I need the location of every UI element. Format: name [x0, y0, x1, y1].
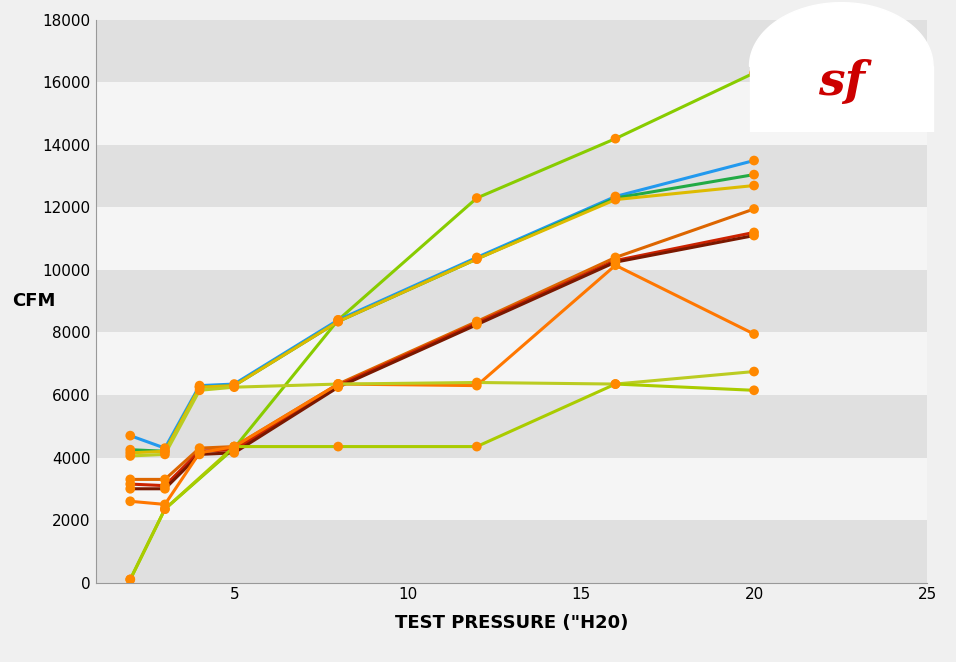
Point: [122, 430, 138, 441]
Bar: [96, 20, 927, 82]
Point: [608, 191, 623, 202]
Point: [331, 314, 346, 325]
Point: [227, 382, 242, 393]
Point: [608, 252, 623, 263]
Point: [227, 443, 242, 453]
Point: [469, 254, 485, 264]
Point: [122, 574, 138, 585]
Bar: [96, 145, 927, 207]
Point: [227, 444, 242, 455]
Point: [157, 481, 172, 491]
Point: [227, 442, 242, 452]
Point: [157, 499, 172, 510]
Point: [331, 442, 346, 452]
Point: [747, 169, 762, 180]
Point: [747, 180, 762, 191]
Point: [192, 382, 207, 393]
Point: [157, 446, 172, 457]
Point: [747, 366, 762, 377]
Point: [157, 483, 172, 494]
Point: [227, 379, 242, 389]
Point: [157, 446, 172, 457]
Point: [331, 316, 346, 327]
Point: [192, 446, 207, 457]
Point: [469, 252, 485, 263]
Bar: [96, 520, 927, 583]
Point: [192, 448, 207, 458]
Point: [331, 379, 346, 389]
Point: [192, 449, 207, 459]
Point: [122, 574, 138, 585]
Point: [157, 504, 172, 514]
Point: [608, 379, 623, 389]
Point: [608, 257, 623, 267]
Polygon shape: [750, 3, 933, 66]
Point: [122, 496, 138, 506]
Point: [331, 379, 346, 389]
Point: [331, 382, 346, 393]
Point: [122, 474, 138, 485]
Point: [192, 380, 207, 391]
Point: [747, 385, 762, 396]
Point: [192, 443, 207, 453]
Point: [227, 442, 242, 452]
Point: [227, 442, 242, 452]
Point: [331, 379, 346, 389]
Bar: [96, 82, 927, 145]
Point: [469, 442, 485, 452]
Point: [608, 260, 623, 271]
Point: [122, 483, 138, 494]
Point: [227, 380, 242, 391]
Point: [747, 227, 762, 238]
X-axis label: TEST PRESSURE ("H20): TEST PRESSURE ("H20): [395, 614, 628, 632]
Point: [608, 256, 623, 266]
Point: [469, 380, 485, 391]
Point: [157, 504, 172, 514]
Point: [747, 68, 762, 78]
Point: [608, 193, 623, 203]
Point: [608, 379, 623, 389]
Point: [331, 316, 346, 327]
Point: [122, 444, 138, 455]
Point: [469, 377, 485, 388]
Point: [227, 448, 242, 458]
Point: [227, 380, 242, 391]
Point: [122, 448, 138, 458]
Point: [192, 382, 207, 393]
Point: [469, 254, 485, 264]
Point: [469, 193, 485, 203]
Point: [747, 204, 762, 214]
Y-axis label: CFM: CFM: [12, 292, 55, 310]
Point: [122, 451, 138, 461]
Point: [469, 318, 485, 328]
Polygon shape: [750, 66, 933, 132]
Bar: [96, 207, 927, 270]
Point: [331, 380, 346, 391]
Point: [157, 443, 172, 453]
Bar: [96, 270, 927, 332]
Point: [747, 329, 762, 340]
Point: [157, 449, 172, 459]
Bar: [96, 332, 927, 395]
Bar: [96, 457, 927, 520]
Text: sf: sf: [817, 59, 865, 105]
Point: [608, 133, 623, 144]
Point: [157, 474, 172, 485]
Point: [469, 319, 485, 330]
Bar: [96, 395, 927, 457]
Point: [331, 314, 346, 325]
Point: [192, 385, 207, 396]
Point: [608, 195, 623, 205]
Point: [747, 230, 762, 241]
Point: [747, 155, 762, 166]
Point: [122, 479, 138, 489]
Point: [469, 316, 485, 327]
